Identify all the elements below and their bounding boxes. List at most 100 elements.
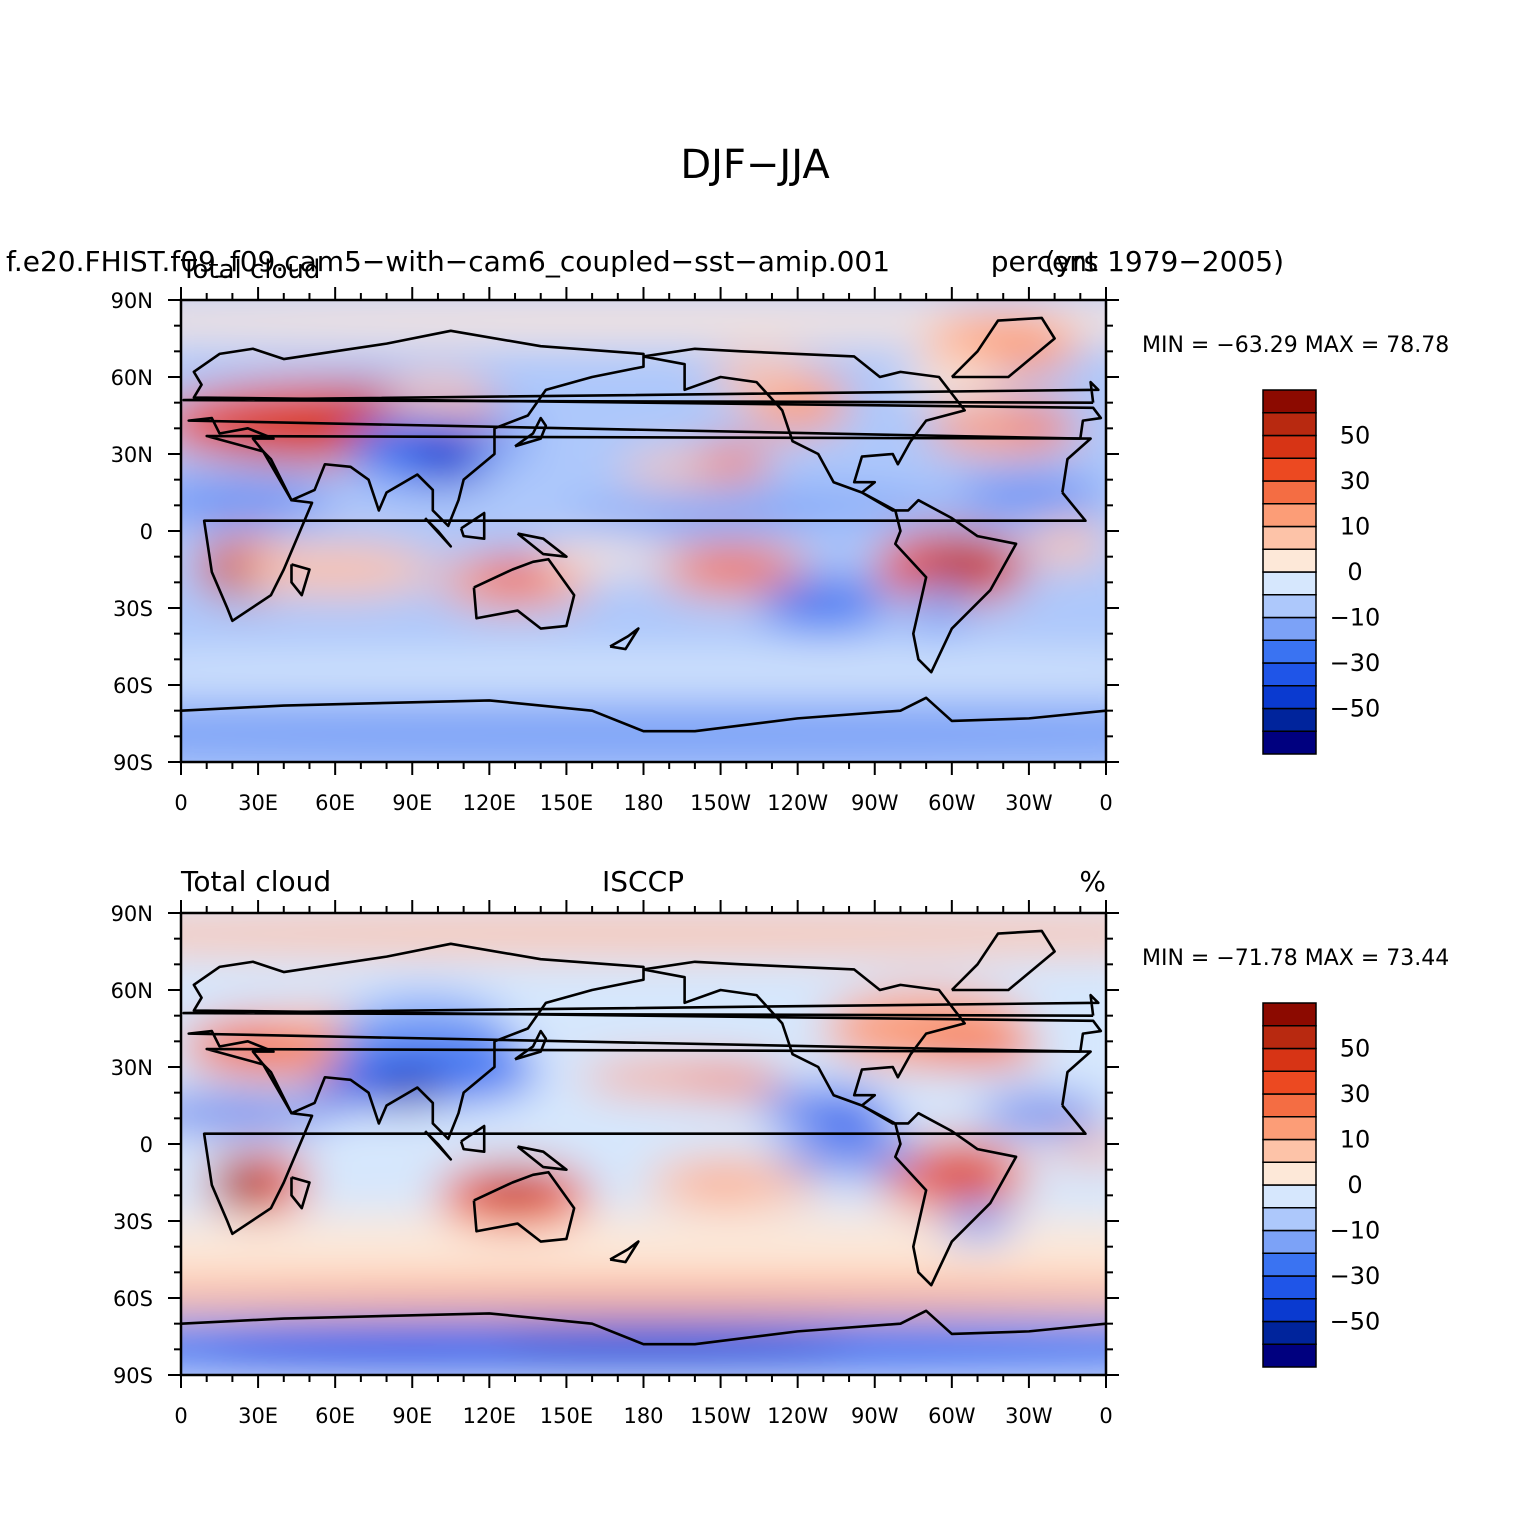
contour-region	[181, 654, 1106, 696]
colorbar-box	[1262, 1184, 1317, 1209]
colorbar-box	[1262, 1207, 1317, 1232]
panel2-axis-ticks: 0 30E 60E 90E 120E 150E 180 150W 120W 90W 60W 30W 09…	[111, 900, 1119, 1428]
colorbar-label: 0	[1347, 558, 1362, 586]
colorbar-box	[1262, 1116, 1317, 1141]
x-tick-label: 90E	[392, 1404, 432, 1428]
x-tick-label: 150E	[540, 1404, 593, 1428]
contour-region	[540, 541, 670, 573]
colorbar-label: 30	[1340, 467, 1371, 495]
colorbar-label: 50	[1340, 1035, 1371, 1063]
colorbar-box	[1262, 1161, 1317, 1186]
x-tick-label: 0	[174, 1404, 187, 1428]
y-tick-label: 30S	[113, 1210, 153, 1234]
panel1-min-max: MIN = −63.29 MAX = 78.78	[1142, 333, 1449, 358]
coastline	[516, 532, 568, 558]
x-tick-label: 90W	[851, 791, 899, 815]
figure-title: DJF−JJA	[680, 142, 830, 188]
panel1-coastlines	[181, 316, 1106, 733]
colorbar-box	[1262, 525, 1317, 550]
colorbar-box	[1262, 594, 1317, 619]
x-tick-label: 60W	[928, 791, 976, 815]
colorbar-label: −50	[1330, 695, 1381, 723]
contour-region	[682, 1069, 785, 1096]
colorbar-box	[1262, 1025, 1317, 1050]
y-tick-label: 30N	[111, 443, 153, 467]
x-tick-label: 60E	[315, 1404, 355, 1428]
panel1-title-left: Total cloud	[180, 255, 320, 285]
panel-model: f.e20.FHIST.f09_f09.cam5−with−cam6_coupl…	[6, 245, 1449, 815]
coastline	[643, 347, 1018, 674]
x-tick-label: 0	[1099, 791, 1112, 815]
x-tick-label: 60W	[928, 1404, 976, 1428]
contour-region	[181, 913, 1106, 955]
coastline	[459, 1124, 486, 1153]
coastline	[187, 329, 1103, 528]
coastline	[182, 993, 1100, 1017]
coastline	[424, 517, 453, 548]
x-tick-label: 30E	[238, 791, 278, 815]
panel2-title-right: %	[1079, 865, 1106, 898]
y-tick-label: 90N	[111, 289, 153, 313]
contour-region	[181, 484, 336, 516]
x-tick-label: 90W	[851, 1404, 899, 1428]
colorbar-box	[1262, 616, 1317, 641]
colorbar-label: 50	[1340, 422, 1371, 450]
y-tick-label: 60S	[113, 1287, 153, 1311]
colorbar-box	[1262, 434, 1317, 459]
coastline	[290, 563, 311, 597]
coastline	[290, 1176, 311, 1210]
coastline	[609, 1240, 640, 1264]
colorbar-box	[1262, 707, 1317, 732]
contour-region	[181, 1282, 1106, 1314]
panel2-title-left: Total cloud	[180, 865, 331, 898]
contour-region	[566, 500, 824, 531]
panel2-title-center: ISCCP	[602, 865, 684, 898]
coastline	[187, 942, 1103, 1141]
coastline	[643, 960, 1018, 1287]
contour-region	[682, 554, 785, 580]
y-tick-label: 90N	[111, 902, 153, 926]
x-tick-label: 120W	[767, 1404, 828, 1428]
colorbar-label: 0	[1347, 1171, 1362, 1199]
colorbar-box	[1262, 1275, 1317, 1300]
colorbar-box	[1262, 1070, 1317, 1095]
x-tick-label: 150W	[690, 1404, 751, 1428]
panel1-axis-ticks: 0 30E 60E 90E 120E 150E 180 150W 120W 90W 60W 30W 09…	[111, 287, 1119, 815]
coastline	[950, 929, 1056, 992]
coastline	[516, 1145, 568, 1171]
contour-region	[771, 1141, 927, 1173]
colorbar-box	[1262, 412, 1317, 437]
colorbar-box	[1262, 1229, 1317, 1254]
contour-region	[309, 1077, 387, 1109]
contour-region	[181, 1097, 336, 1129]
colorbar-label: 30	[1340, 1080, 1371, 1108]
contour-region	[797, 1110, 901, 1137]
panel1-title-extra: (yrs 1979−2005)	[1045, 245, 1284, 278]
panel-obs: Total cloud ISCCP % 0 30E 60E 90E 120E 150E 18…	[111, 865, 1450, 1428]
x-tick-label: 180	[623, 1404, 663, 1428]
y-tick-label: 90S	[113, 1364, 153, 1388]
colorbar-label: 10	[1340, 1126, 1371, 1154]
y-tick-label: 60N	[111, 366, 153, 390]
colorbar-box	[1262, 571, 1317, 596]
y-tick-label: 0	[140, 1133, 153, 1157]
x-tick-label: 30W	[1005, 1404, 1053, 1428]
contour-region	[900, 356, 1004, 398]
contour-region	[682, 1172, 760, 1193]
contour-region	[476, 1174, 554, 1206]
panel1-title-right: percent	[991, 245, 1098, 278]
x-tick-label: 120E	[463, 791, 516, 815]
colorbar-box	[1262, 685, 1317, 710]
x-tick-label: 150W	[690, 791, 751, 815]
colorbar-label: −50	[1330, 1308, 1381, 1336]
coastline	[182, 380, 1100, 404]
colorbar-box	[1262, 480, 1317, 505]
contour-region	[694, 443, 772, 475]
contour-region	[206, 1328, 516, 1370]
colorbar-label: −10	[1330, 1217, 1381, 1245]
colorbar-box	[1262, 1093, 1317, 1118]
x-tick-label: 60E	[315, 791, 355, 815]
x-tick-label: 150E	[540, 791, 593, 815]
contour-region	[216, 1164, 269, 1206]
